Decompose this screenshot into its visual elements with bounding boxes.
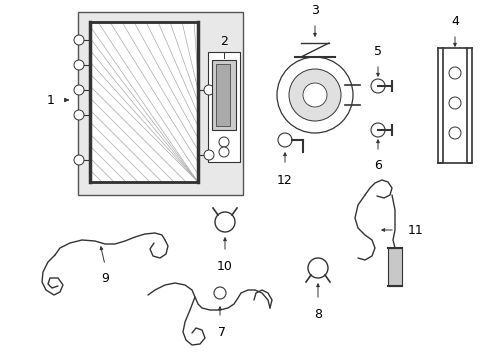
Circle shape: [307, 258, 327, 278]
Circle shape: [303, 83, 326, 107]
Bar: [78, 12, 243, 195]
Bar: [212, 60, 236, 130]
Bar: [90, 22, 198, 182]
Text: 11: 11: [407, 224, 423, 237]
Circle shape: [370, 79, 384, 93]
Circle shape: [448, 97, 460, 109]
Bar: [216, 64, 229, 126]
Circle shape: [288, 69, 340, 121]
Text: 3: 3: [310, 4, 318, 17]
Text: 5: 5: [373, 45, 381, 58]
Circle shape: [74, 110, 84, 120]
Circle shape: [278, 133, 291, 147]
Circle shape: [448, 67, 460, 79]
Circle shape: [74, 35, 84, 45]
Circle shape: [370, 123, 384, 137]
Circle shape: [203, 85, 214, 95]
Text: 4: 4: [450, 15, 458, 28]
Circle shape: [74, 155, 84, 165]
Bar: [90, 22, 198, 182]
Circle shape: [219, 147, 228, 157]
Bar: [387, 248, 401, 286]
Circle shape: [203, 150, 214, 160]
Text: 10: 10: [217, 260, 232, 273]
Circle shape: [214, 287, 225, 299]
Bar: [207, 52, 240, 162]
Circle shape: [448, 127, 460, 139]
Circle shape: [74, 85, 84, 95]
Text: 7: 7: [218, 326, 225, 339]
Text: 9: 9: [101, 272, 109, 285]
Circle shape: [219, 137, 228, 147]
Circle shape: [276, 57, 352, 133]
Text: 12: 12: [277, 174, 292, 187]
Text: 8: 8: [313, 308, 321, 321]
Text: 2: 2: [220, 35, 227, 48]
Text: 1: 1: [47, 94, 55, 107]
Circle shape: [74, 60, 84, 70]
Text: 6: 6: [373, 159, 381, 172]
Circle shape: [215, 212, 235, 232]
